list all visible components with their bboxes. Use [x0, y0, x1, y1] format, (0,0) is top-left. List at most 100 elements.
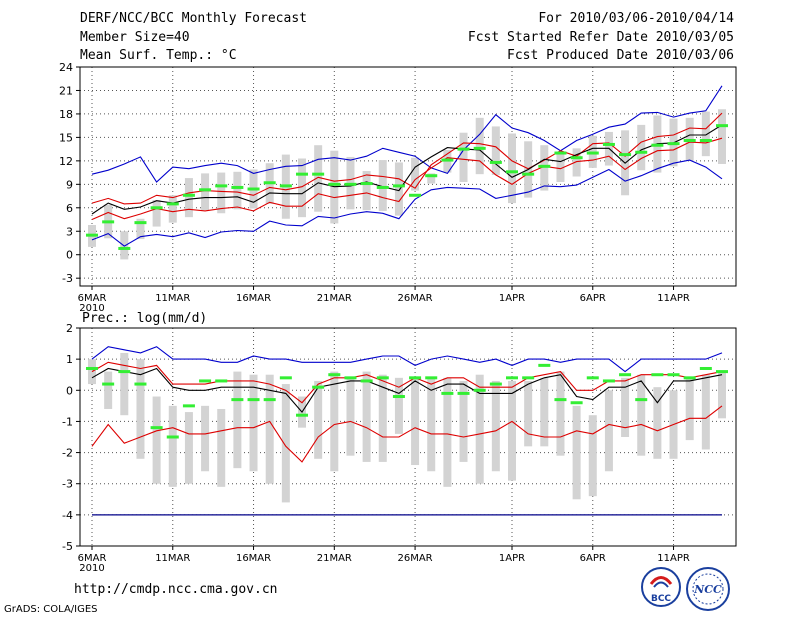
median-mark — [425, 174, 438, 178]
ensemble-box — [540, 377, 549, 447]
ensemble-box — [637, 124, 646, 171]
series-line-mean — [91, 124, 723, 215]
member-size: Member Size=40 — [80, 30, 190, 45]
x-tick-label: 6APR — [580, 293, 606, 304]
ensemble-box — [120, 231, 129, 260]
ensemble-box — [524, 380, 533, 447]
series-line-lower — [91, 405, 723, 463]
ensemble-box — [314, 380, 323, 459]
median-mark — [86, 233, 98, 237]
ensemble-box — [233, 371, 242, 469]
panel-temp: -3 0 3 6 9 12 15 18 21 24 6MAR 11MAR 16MAR 21MAR 26MAR… — [59, 61, 737, 314]
median-mark — [215, 184, 228, 188]
median-mark — [586, 151, 599, 155]
median-mark — [102, 220, 115, 224]
footer-url[interactable]: http://cmdp.ncc.cma.gov.cn — [74, 582, 278, 597]
variable-label: Mean Surf. Temp.: °C — [80, 48, 237, 63]
ensemble-box — [136, 218, 145, 240]
y-tick-label: -4 — [62, 509, 73, 522]
y-tick-label: 12 — [59, 155, 73, 168]
median-mark — [86, 366, 98, 370]
median-mark — [392, 184, 405, 188]
series-line-max — [91, 85, 723, 183]
ensemble-box — [588, 415, 597, 497]
y-tick-label: 18 — [59, 108, 73, 121]
median-mark — [392, 395, 405, 399]
ensemble-box — [701, 111, 710, 157]
x-year-label: 2010 — [79, 563, 104, 574]
median-mark — [651, 373, 664, 377]
median-mark — [312, 385, 325, 389]
median-mark — [619, 153, 632, 157]
median-mark — [118, 370, 131, 374]
ensemble-box — [540, 145, 549, 191]
x-year-label: 2010 — [79, 303, 104, 314]
series-line-lower — [91, 137, 723, 221]
y-tick-label: 0 — [66, 249, 73, 262]
y-tick-label: -3 — [62, 272, 73, 285]
median-mark — [570, 401, 583, 405]
median-mark — [619, 373, 632, 377]
ensemble-box — [394, 162, 403, 216]
x-tick-label: 6MAR — [78, 293, 107, 304]
median-mark — [425, 376, 438, 380]
x-tick-label: 16MAR — [236, 293, 271, 304]
median-mark — [522, 172, 535, 176]
median-mark — [215, 379, 228, 383]
median-mark — [247, 398, 260, 402]
y-tick-label: 2 — [66, 322, 73, 335]
ensemble-box — [362, 371, 371, 462]
ensemble-box — [394, 377, 403, 434]
median-mark — [699, 139, 712, 143]
median-mark — [699, 366, 712, 370]
ensemble-box — [314, 145, 323, 212]
median-mark — [118, 246, 131, 250]
y-tick-label: 21 — [59, 84, 73, 97]
x-tick-label: 1APR — [499, 553, 525, 564]
ensemble-box — [427, 173, 436, 184]
plot-frame — [79, 66, 737, 287]
median-mark — [651, 143, 664, 147]
x-tick-label: 11APR — [657, 293, 690, 304]
median-mark — [199, 379, 212, 383]
median-mark — [667, 373, 680, 377]
ensemble-box — [411, 157, 420, 191]
ensemble-box — [201, 405, 210, 472]
median-mark — [441, 158, 454, 162]
median-mark — [102, 382, 115, 386]
ncc-logo: NCC — [686, 567, 730, 611]
median-mark — [554, 398, 567, 402]
y-tick-label: 1 — [66, 353, 73, 366]
median-mark — [635, 398, 648, 402]
median-mark — [344, 376, 357, 380]
ensemble-box — [572, 405, 581, 500]
plot-frame — [79, 327, 737, 547]
median-mark — [635, 150, 648, 154]
median-mark — [409, 193, 422, 197]
ensemble-box — [168, 195, 177, 223]
y-tick-label: 9 — [66, 178, 73, 191]
median-mark — [182, 404, 195, 408]
series-line-upper — [91, 112, 723, 205]
median-mark — [166, 202, 179, 206]
median-mark — [247, 187, 260, 191]
ensemble-box — [508, 133, 516, 204]
ensemble-box — [491, 126, 500, 175]
median-mark — [296, 413, 308, 417]
series-line-max — [91, 346, 723, 373]
x-tick-label: 21MAR — [317, 553, 352, 564]
x-tick-label: 11MAR — [155, 293, 190, 304]
y-tick-label: 0 — [66, 384, 73, 397]
ensemble-box — [362, 171, 371, 211]
ensemble-box — [168, 405, 177, 487]
series-line-mean — [91, 367, 723, 414]
ensemble-box — [621, 377, 630, 437]
ensemble-box — [330, 371, 339, 472]
ncc-logo-text: NCC — [693, 583, 722, 596]
y-tick-label: 3 — [66, 225, 73, 238]
median-mark — [522, 376, 535, 380]
median-mark — [376, 185, 389, 189]
median-mark — [489, 382, 502, 386]
ensemble-box — [136, 359, 145, 459]
